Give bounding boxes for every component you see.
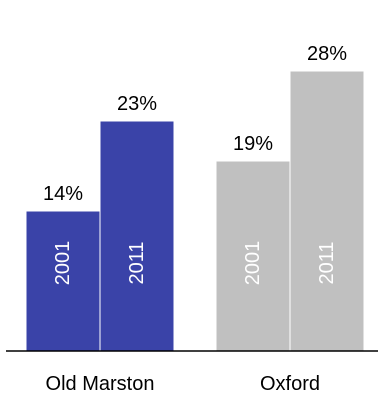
- category-labels: Old Marston Oxford: [46, 373, 320, 395]
- bar-year-label: 2011: [316, 241, 338, 284]
- bar-oxford-2001: [215, 160, 291, 352]
- data-label: 19%: [233, 133, 273, 155]
- bar-year-label: 2011: [126, 241, 148, 284]
- bars-layer: 14% 2001 23% 2011 19% 2001 28% 2011: [25, 43, 365, 352]
- bar-old-marston-2001: [25, 210, 101, 352]
- category-label: Oxford: [260, 373, 320, 395]
- data-label: 14%: [43, 183, 83, 205]
- bar-oxford-2011: [289, 70, 365, 352]
- data-label: 28%: [307, 43, 347, 65]
- bar-year-label: 2001: [242, 241, 264, 286]
- data-label: 23%: [117, 93, 157, 115]
- bar-old-marston-2011: [99, 120, 175, 352]
- category-label: Old Marston: [46, 373, 155, 395]
- bar-year-label: 2001: [52, 241, 74, 286]
